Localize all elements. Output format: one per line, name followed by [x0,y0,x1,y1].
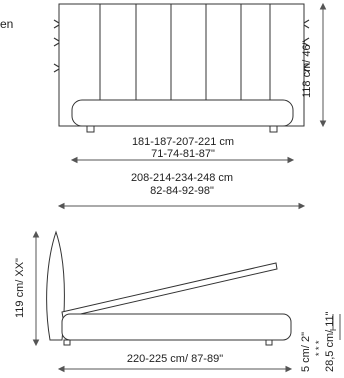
leg-side-left [63,339,71,346]
height-side-label: 119 cm/ XX" [14,258,26,318]
leg-left [86,125,95,133]
dim-small-right [330,314,341,340]
height-front-label: 118 cm/ 46" [301,40,313,98]
dim-height-front [319,2,327,128]
bed-base-side [61,313,292,341]
width-outer-in: 82-84-92-98" [150,185,214,197]
leg-right [269,125,278,133]
length-side-label: 220-225 cm/ 87-89" [126,353,224,365]
leg-height-label: 5 cm/ 2" [300,332,312,372]
width-inner-cm: 181-187-207-221 cm [131,136,235,148]
corner-label: en [0,17,14,31]
side-clips [53,19,310,73]
dim-width-outer [57,202,306,210]
lifted-frame [61,262,278,319]
leg-side-right [265,339,273,346]
base-height-label: 28,5 cm/ 11" [324,311,336,372]
bed-base-front [71,99,294,127]
dim-width-inner [70,156,295,164]
width-inner-in: 71-74-81-87" [151,148,215,160]
dim-height-side [32,230,40,347]
dim-length-side [57,365,293,373]
headboard-side [46,230,65,341]
width-outer-cm: 208-214-234-248 cm [130,172,234,184]
